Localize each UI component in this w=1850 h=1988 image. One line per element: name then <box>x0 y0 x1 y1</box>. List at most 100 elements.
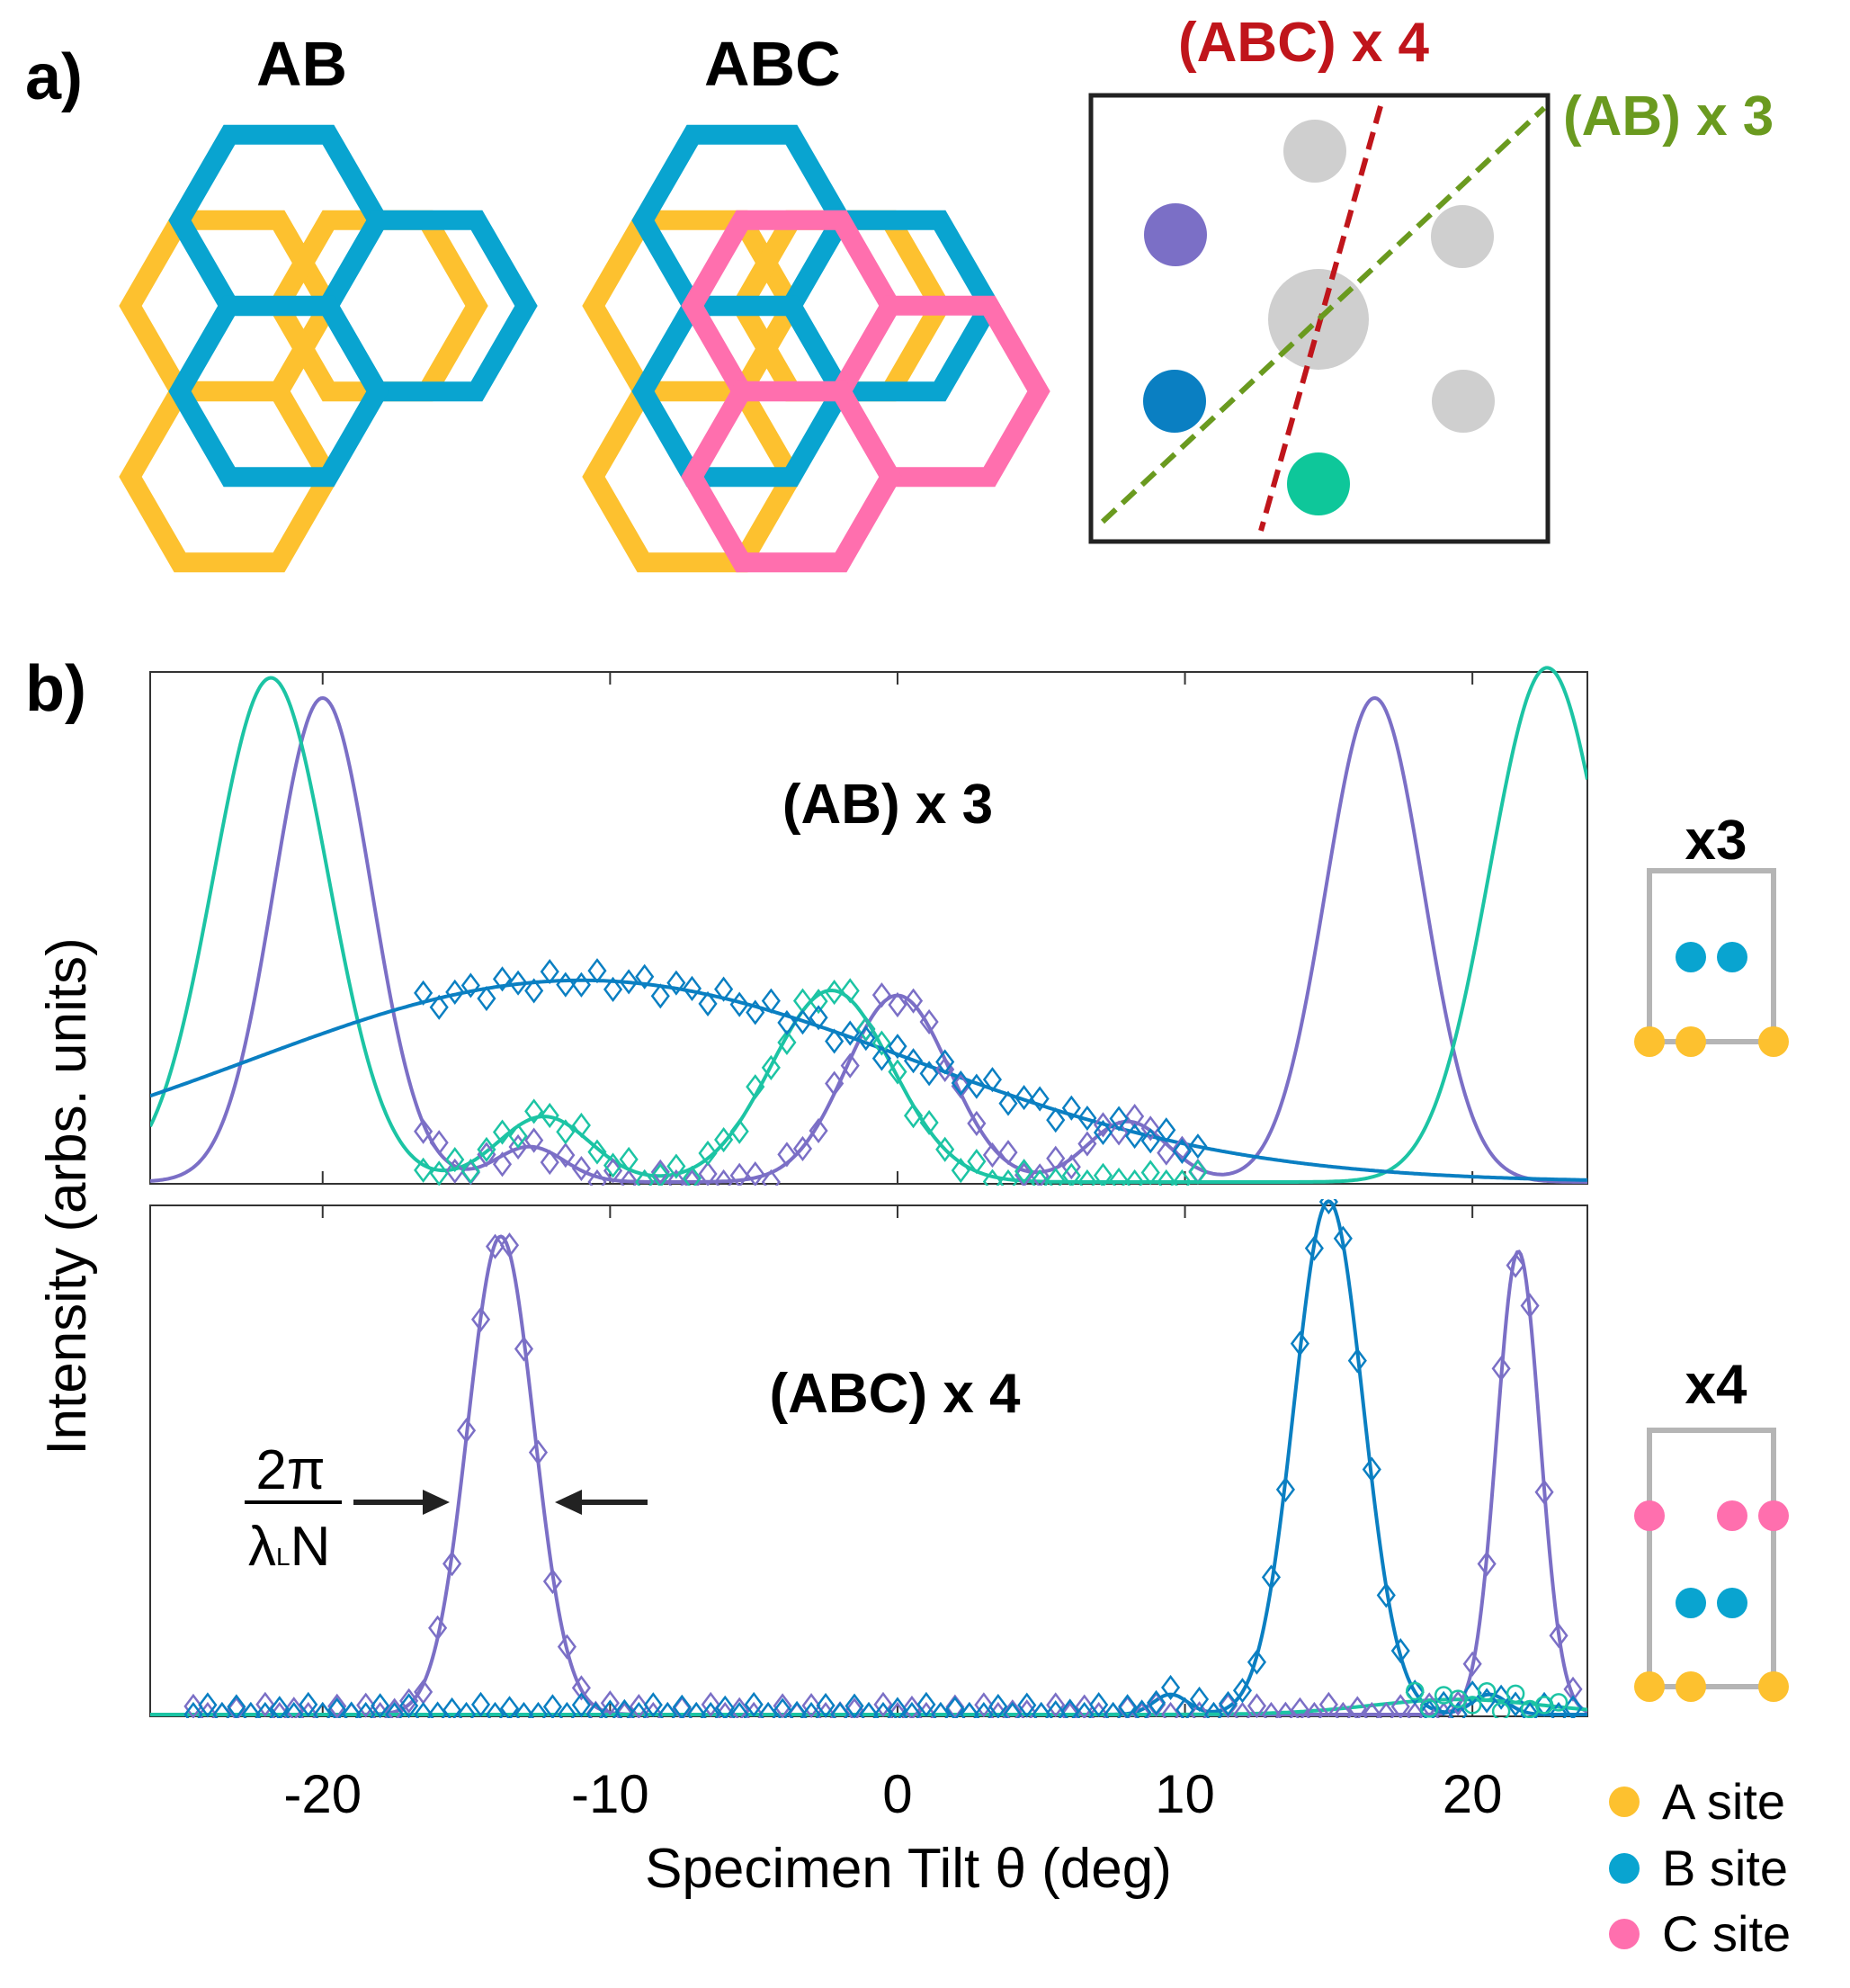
plot1-blue-data-point-12 <box>356 1701 376 1718</box>
plot1-purple-data-point-94 <box>1534 1479 1554 1505</box>
annotation-lambda-sub: L <box>276 1543 290 1571</box>
plot0-teal-data-point-46 <box>1140 1160 1160 1186</box>
plot0-teal-data-point-33 <box>935 1136 955 1162</box>
plot1-blue-data-point-57 <box>1003 1701 1023 1718</box>
plot0-purple-data-point-5 <box>492 1151 513 1178</box>
plot0-teal-data-point-9 <box>556 1119 576 1145</box>
hexagon-layer-b-2 <box>168 295 389 488</box>
plot1-blue-data-point-63 <box>1089 1691 1109 1718</box>
plot1-blue-data-point-7 <box>284 1701 304 1718</box>
plot0-teal-data-point-28 <box>856 1016 876 1042</box>
plot0-blue-data-point-6 <box>508 970 528 996</box>
plot0-purple-data-point-48 <box>1172 1135 1192 1161</box>
plot0-teal-data-point-43 <box>1093 1162 1113 1186</box>
plot1-blue-data-point-13 <box>371 1693 390 1718</box>
plot1-teal-data-point-7 <box>1506 1684 1525 1704</box>
plot1-blue-data-point-22 <box>499 1696 520 1718</box>
plot0-purple-data-point-47 <box>1157 1140 1176 1166</box>
left-arrow-head <box>423 1490 450 1515</box>
plot1-purple-data-point-17 <box>428 1615 448 1641</box>
plot1-blue-data-point-71 <box>1203 1701 1224 1718</box>
plot1-blue-data-point-55 <box>974 1701 994 1718</box>
plot1-blue-data-point-30 <box>614 1698 634 1718</box>
plot0-blue-data-point-26 <box>825 1028 845 1054</box>
plot1-blue-data-point-44 <box>816 1692 836 1718</box>
plot1-blue-data-point-18 <box>442 1697 462 1718</box>
plot1-blue-data-point-41 <box>773 1697 792 1718</box>
plot1-blue-data-point-76 <box>1275 1476 1295 1502</box>
plot1-blue-data-point-74 <box>1247 1649 1267 1675</box>
plot0-blue-data-point-10 <box>571 972 591 998</box>
plot1-purple-data-point-84 <box>1390 1694 1410 1718</box>
abc-x4-line-label: (ABC) x 4 <box>1178 12 1430 74</box>
plot0-teal-data-point-2 <box>445 1146 465 1173</box>
plot1-purple-data-point-39 <box>744 1701 764 1718</box>
legend-a-site-marker <box>1609 1787 1640 1817</box>
plot0-purple-data-point-6 <box>508 1133 528 1160</box>
plot0-blue-data-point-24 <box>792 1009 813 1035</box>
plot1-purple-data-point-36 <box>701 1691 720 1717</box>
plot0-teal-data-point-5 <box>492 1119 513 1145</box>
plot1-blue-data-point-20 <box>470 1691 491 1717</box>
plot0-blue-data-point-14 <box>635 963 655 990</box>
plot0-blue-data-point-40 <box>1046 1107 1066 1133</box>
plot0-teal-data-point-0 <box>414 1157 433 1183</box>
inset-x3-a-site-3 <box>1758 1026 1789 1057</box>
plot1-purple-data-point-66 <box>1132 1701 1152 1718</box>
plot1-purple-data-point-5 <box>255 1691 275 1717</box>
plot1-purple-data-point-27 <box>571 1675 591 1701</box>
plot0-purple-data-point-36 <box>982 1142 1002 1169</box>
inset-x4-b-site-2 <box>1717 1588 1747 1618</box>
plot1-blue-data-point-9 <box>313 1701 333 1718</box>
plot0-purple-data-point-2 <box>445 1158 465 1184</box>
plot0-series-purple-fit <box>150 695 1587 1184</box>
plot0-blue-data-point-28 <box>856 1025 876 1052</box>
plot1-blue-data-point-39 <box>744 1691 764 1718</box>
x-tick-label-2: 0 <box>882 1764 912 1824</box>
plot0-blue-data-point-0 <box>414 980 433 1006</box>
plot1-blue-data-point-16 <box>414 1701 433 1718</box>
plot0-teal-data-point-25 <box>809 989 828 1015</box>
plot0-series-teal-fit <box>150 666 1587 1184</box>
plot1-blue-data-point-5 <box>255 1701 275 1718</box>
plot1-purple-data-point-12 <box>356 1692 376 1718</box>
stacking-label-ab: AB <box>256 29 347 99</box>
plot0-blue-data-point-39 <box>1030 1086 1050 1112</box>
plot0-blue-data-point-34 <box>951 1070 970 1097</box>
ab-stacking-diagram <box>119 124 538 573</box>
plot0-purple-data-point-30 <box>888 991 907 1018</box>
plot1-purple-data-point-22 <box>499 1232 520 1258</box>
plot0-blue-data-point-25 <box>809 1005 828 1031</box>
gray-spot-top <box>1283 120 1346 183</box>
blue-spot <box>1143 370 1206 433</box>
plot1-purple-data-point-19 <box>456 1418 477 1444</box>
plot1-blue-data-point-33 <box>657 1701 677 1718</box>
plot1-blue-data-point-53 <box>945 1696 965 1718</box>
plot1-blue-data-point-81 <box>1347 1348 1367 1374</box>
plot0-purple-data-point-42 <box>1077 1131 1097 1157</box>
plot1-blue-data-point-14 <box>385 1701 405 1718</box>
plot1-blue-data-point-10 <box>327 1697 347 1718</box>
panel-a-label: a) <box>25 41 83 113</box>
plot1-blue-data-point-8 <box>299 1691 318 1717</box>
plot0-purple-data-point-31 <box>903 988 924 1014</box>
plot0-teal-data-point-8 <box>540 1102 559 1129</box>
plot1-purple-data-point-26 <box>557 1634 576 1660</box>
ab-x3-line <box>1100 105 1547 524</box>
plot1-series-teal-fit <box>150 1697 1587 1716</box>
plot0-teal-data-point-4 <box>477 1136 496 1162</box>
plot1-blue-data-point-11 <box>342 1701 362 1718</box>
teal-spot <box>1287 452 1350 515</box>
x-tick-label-3: 10 <box>1155 1764 1215 1824</box>
plot0-blue-data-point-19 <box>714 976 734 1002</box>
plot1-blue-data-point-21 <box>485 1701 505 1718</box>
legend-b-site-label: B site <box>1662 1840 1788 1896</box>
plot1-blue-data-point-85 <box>1405 1679 1425 1706</box>
plot0-blue-data-point-22 <box>761 988 781 1014</box>
gray-spot-right <box>1431 205 1494 268</box>
plot1-blue-data-point-0 <box>183 1701 203 1718</box>
legend-c-site-marker <box>1609 1919 1640 1949</box>
plot1-purple-data-point-8 <box>299 1701 318 1718</box>
plot0-purple-data-point-0 <box>414 1118 433 1144</box>
x-axis-label: Specimen Tilt θ (deg) <box>645 1838 1172 1900</box>
